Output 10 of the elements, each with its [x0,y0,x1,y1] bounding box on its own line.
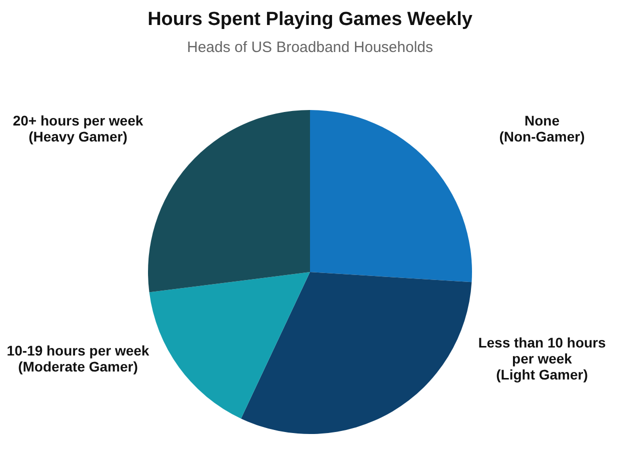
slice-label: 10-19 hours per week (Moderate Gamer) [6,342,150,374]
pie-slice [148,110,310,292]
slice-label: None (Non-Gamer) [499,112,585,144]
pie-slice [149,272,310,419]
pie-slice [241,272,472,434]
slice-label: Less than 10 hours per week (Light Gamer) [478,334,606,382]
pie-slice [310,110,472,282]
chart-subtitle: Heads of US Broadband Households [187,38,433,56]
chart-title: Hours Spent Playing Games Weekly [148,9,473,30]
slice-label: 20+ hours per week (Heavy Gamer) [12,112,144,144]
